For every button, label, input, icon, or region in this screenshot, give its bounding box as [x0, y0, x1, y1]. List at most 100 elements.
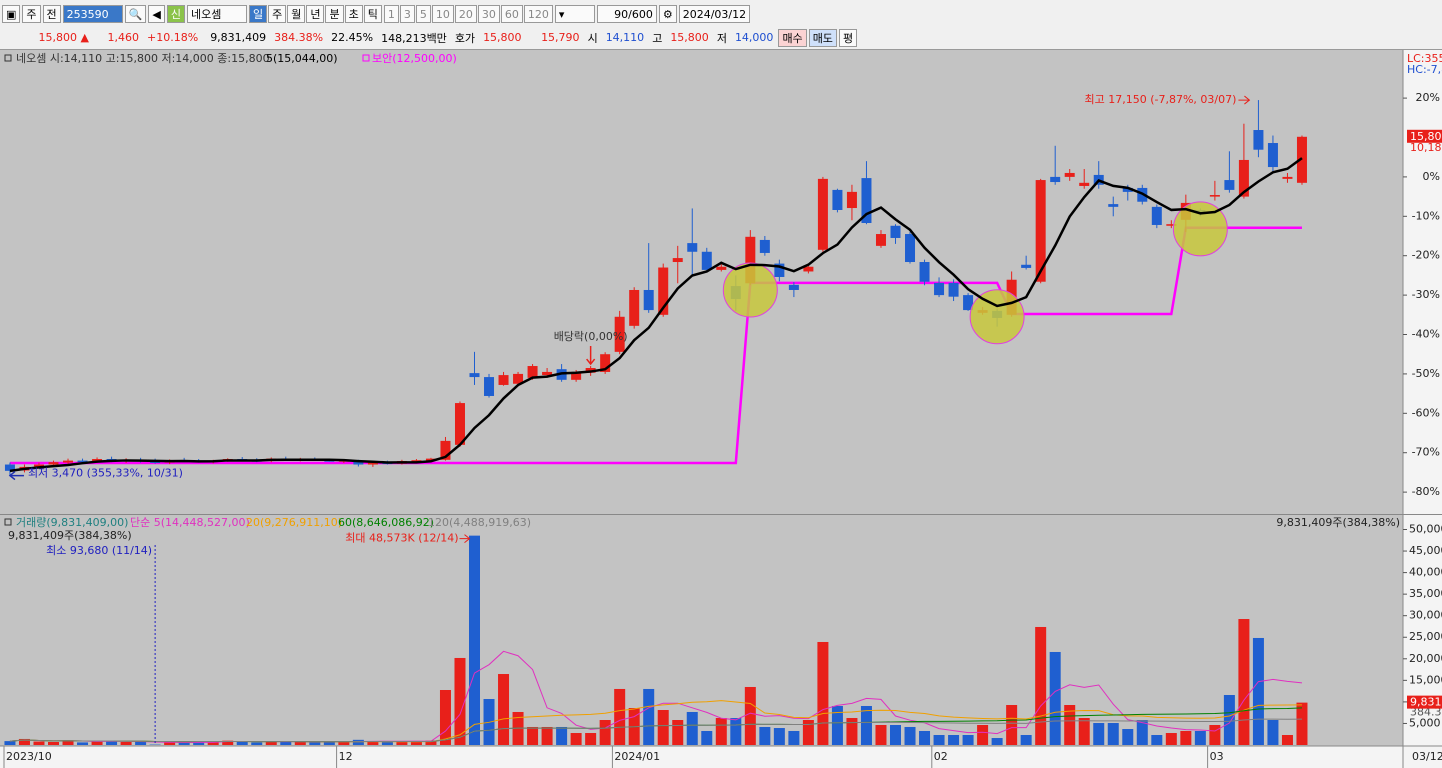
window-icon[interactable]: ▣	[2, 5, 21, 23]
y-tick-label: 25,000	[1409, 630, 1442, 643]
volume-bar	[33, 741, 45, 745]
candle-body	[1296, 136, 1307, 183]
volume-bar	[773, 728, 785, 745]
signal-circle	[969, 289, 1025, 345]
sound-icon[interactable]: ◀	[148, 5, 165, 23]
candle-body	[542, 371, 553, 376]
candle-body	[77, 460, 88, 463]
candle-body	[440, 440, 451, 460]
volume-bar	[454, 657, 466, 745]
name-input[interactable]: 네오셈	[186, 5, 247, 23]
code-input[interactable]: 253590	[62, 5, 123, 23]
volume-bar	[91, 741, 103, 745]
volume-bar	[1006, 705, 1018, 745]
volume-bar	[1035, 626, 1047, 745]
volume-label-box	[1407, 695, 1442, 709]
period-button[interactable]: 월	[287, 5, 306, 23]
volume-info: 9,831,409주(384,38%)	[8, 529, 132, 542]
interval-button[interactable]: 120	[523, 5, 553, 23]
buy-button[interactable]: 매수	[778, 28, 807, 47]
volume-bar	[730, 718, 742, 745]
volume-bar	[1238, 619, 1250, 745]
market-select[interactable]: 주	[22, 5, 41, 23]
interval-button[interactable]: 10	[431, 5, 454, 23]
volume-bar	[338, 741, 350, 745]
volume-bar	[919, 730, 931, 745]
volume-bar	[280, 741, 292, 745]
period-button[interactable]: 년	[306, 5, 325, 23]
x-axis-background	[0, 746, 1403, 768]
candle-body	[1238, 159, 1249, 197]
volume-bar	[788, 730, 800, 745]
avg-button[interactable]: 평	[838, 28, 858, 47]
volume-bar	[1223, 695, 1235, 745]
candle-body	[890, 225, 901, 238]
y-tick-label: -40%	[1412, 328, 1440, 341]
candle-body	[469, 373, 480, 378]
tool-icon[interactable]: ⚙	[658, 5, 677, 23]
annotation: 최소 93,680 (11/14)	[46, 544, 152, 557]
volume-bar	[178, 741, 190, 745]
interval-buttons: 1 3 5 10 20 30 60 120	[383, 5, 553, 23]
y-tick-label: -50%	[1412, 367, 1440, 380]
interval-button[interactable]: 1	[383, 5, 399, 23]
volume-bar	[48, 741, 60, 745]
candle-body	[513, 373, 524, 384]
candle-body	[411, 460, 422, 462]
ma-legend: 5(15,044,00)	[266, 52, 338, 65]
volume-bar	[120, 741, 132, 745]
volume-info: 9,831,409주(384,38%)	[1276, 516, 1400, 529]
interval-button[interactable]: 60	[500, 5, 523, 23]
volume-bar	[1151, 735, 1163, 745]
volume-bar	[948, 735, 960, 745]
volume-bar	[396, 741, 408, 745]
search-icon[interactable]: 🔍	[124, 5, 147, 23]
period-button[interactable]: 분	[325, 5, 344, 23]
volume-ma-line	[9, 718, 1302, 743]
volume-bar	[1252, 637, 1264, 745]
volume-bar	[1165, 733, 1177, 745]
sell-button[interactable]: 매도	[808, 28, 837, 47]
candle-body	[934, 282, 945, 296]
period-button[interactable]: 틱	[363, 5, 382, 23]
open: 14,110	[605, 31, 645, 44]
candle-body	[1267, 143, 1278, 168]
candle-body	[832, 189, 843, 211]
y-tick-label: 0%	[1423, 170, 1440, 183]
x-tick-label: 03	[1210, 750, 1224, 763]
period-button[interactable]: 주	[268, 5, 287, 23]
candle-body	[846, 191, 857, 209]
volume-bar	[469, 535, 481, 745]
date-input[interactable]: 2024/03/12	[678, 5, 751, 23]
signal-circle	[722, 262, 778, 318]
dropdown[interactable]: ▾	[554, 5, 595, 23]
volume-bar	[657, 710, 669, 745]
period-button[interactable]: 초	[344, 5, 363, 23]
annotation: 배당락(0,00%)	[554, 330, 628, 343]
high-label: 고	[652, 31, 663, 45]
annotation: 최대 48,573K (12/14)	[345, 532, 458, 545]
prev-button[interactable]: 전	[42, 5, 61, 23]
volume-bar	[585, 733, 597, 745]
candle-body	[963, 295, 974, 311]
candle-body	[629, 289, 640, 326]
volume-bar	[541, 726, 553, 745]
candle-body	[672, 258, 683, 263]
y-tick-label: 20%	[1416, 91, 1440, 104]
interval-button[interactable]: 5	[415, 5, 431, 23]
count-input[interactable]: 90/600	[596, 5, 657, 23]
candle-body	[614, 316, 625, 352]
interval-button[interactable]: 20	[454, 5, 477, 23]
volume-rate: 384.38%	[274, 31, 324, 44]
volume-bar	[309, 742, 321, 745]
period-button[interactable]: 일	[248, 5, 268, 23]
interval-button[interactable]: 30	[477, 5, 500, 23]
candle-body	[498, 375, 509, 385]
volume-bar	[323, 741, 335, 745]
volume-bar	[889, 725, 901, 745]
volume-bar	[62, 740, 74, 745]
interval-button[interactable]: 3	[399, 5, 415, 23]
volume-bar	[439, 690, 451, 745]
volume-bar	[1281, 735, 1293, 745]
volume-bar	[672, 720, 684, 745]
